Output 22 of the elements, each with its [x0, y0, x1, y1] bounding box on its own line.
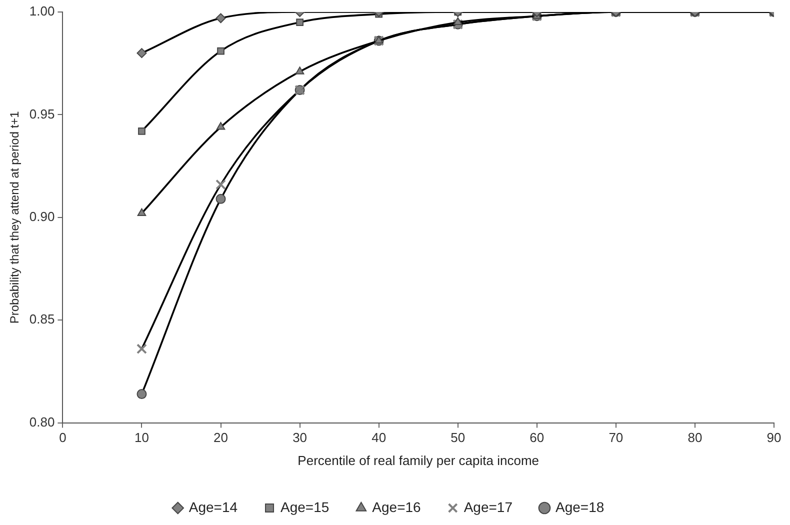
- x-tick-label: 0: [59, 430, 66, 446]
- x-axis-title: Percentile of real family per capita income: [298, 452, 540, 468]
- y-tick-label: 0.80: [29, 414, 55, 430]
- x-tick-label: 40: [372, 430, 386, 446]
- x-tick-label: 20: [214, 430, 228, 446]
- x-tick-label: 60: [530, 430, 544, 446]
- y-tick-label: 0.85: [29, 312, 55, 327]
- x-tick-label: 80: [688, 430, 702, 446]
- x-tick-label: 30: [292, 430, 308, 446]
- y-axis-title: Probability that they attend at period t+1: [8, 110, 22, 324]
- x-tick-label: 50: [450, 430, 466, 446]
- x-tick-label: 90: [766, 430, 782, 446]
- legend-label: Age=17: [464, 498, 513, 515]
- y-tick-label: 0.90: [29, 208, 55, 224]
- y-tick-label: 0.95: [29, 106, 55, 122]
- legend-label: Age=18: [555, 498, 604, 515]
- x-tick-label: 10: [134, 430, 149, 446]
- legend-label: Age=14: [188, 498, 238, 515]
- x-tick-label: 70: [608, 430, 624, 446]
- y-tick-label: 1.00: [29, 4, 55, 19]
- legend-label: Age=15: [280, 498, 330, 515]
- legend-label: Age=16: [372, 498, 422, 515]
